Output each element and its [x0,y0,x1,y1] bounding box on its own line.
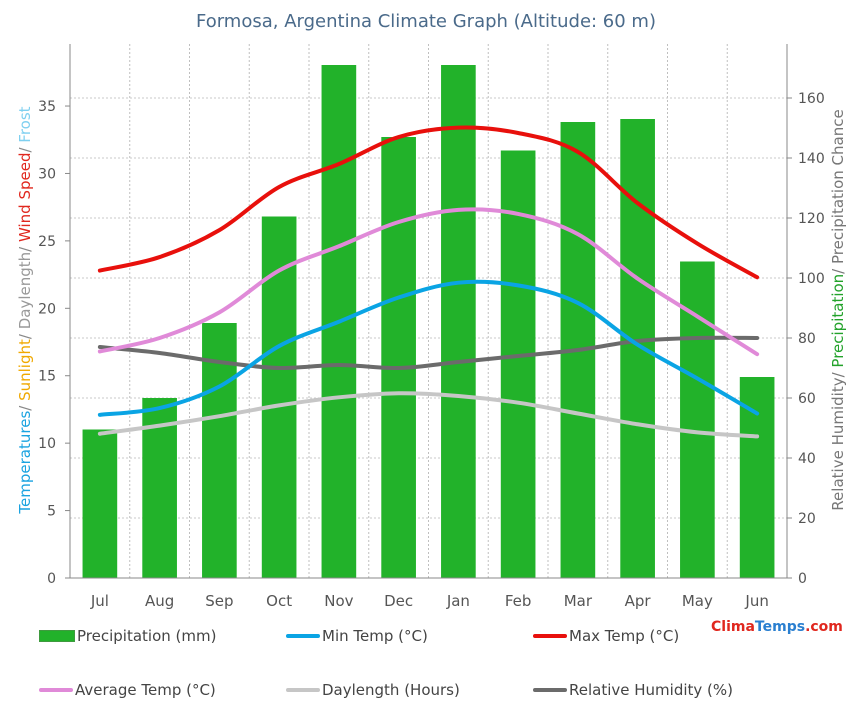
brand-part-3: .com [805,619,843,635]
precipitation-bar [620,119,655,578]
left-tick-label: 10 [38,436,56,452]
right-tick-label: 120 [798,211,825,227]
right-tick-label: 60 [798,391,816,407]
left-tick-label: 20 [38,301,56,317]
series-line-average-temp-c [97,207,760,357]
series-lines [97,125,760,439]
axis-label-part: / [829,368,847,378]
right-tick-label: 80 [798,331,816,347]
axis-label-part: Temperatures [16,411,34,515]
right-tick-label: 100 [798,271,825,287]
brand-part-1: Clima [711,619,755,635]
precipitation-bar [500,150,536,578]
series-line-relative-humidity [97,335,760,371]
left-tick-label: 30 [38,166,56,182]
right-tick-label: 160 [798,91,825,107]
axis-label-part: / [829,264,847,274]
axis-label-part: Sunlight [16,339,34,401]
axis-label-part: / [16,242,34,252]
brand-logo[interactable]: ClimaTemps.com [711,619,843,635]
left-tick-label: 0 [47,571,56,587]
right-tick-label: 0 [798,571,807,587]
left-tick-label: 35 [38,99,56,115]
axis-label-part: / [16,143,34,153]
left-tick-label: 25 [38,234,56,250]
right-tick-label: 40 [798,451,816,467]
chart-title: Formosa, Argentina Climate Graph (Altitu… [196,11,656,32]
precipitation-bar [441,65,476,578]
axes: 0 5 10 15 20 25 30 35 0 20 40 60 80 100 120 140 160 Jul Au… [38,44,825,610]
axis-label-part: Relative Humidity [829,377,847,510]
right-tick-label: 20 [798,511,816,527]
axis-label-part: Precipitation Chance [829,109,847,264]
x-tick-label: May [682,592,713,610]
right-axis-label: Relative Humidity/ Precipitation/ Precip… [829,109,847,510]
x-tick-label: Aug [145,592,174,610]
brand-part-2: Temps [754,619,806,635]
left-tick-label: 5 [47,504,56,520]
right-tick-label: 140 [798,151,825,167]
x-tick-label: Dec [384,592,413,610]
grid-lines [69,44,788,579]
axis-label-part: Wind Speed [16,153,34,243]
axis-label-part: Precipitation [829,274,847,368]
left-axis-label: Temperatures/ Sunlight/ Daylength/ Wind … [16,106,34,514]
precipitation-bar [82,429,118,578]
x-tick-label: Feb [505,592,532,610]
precipitation-bar [202,323,237,578]
series-line-min-temp-c [97,279,760,417]
precipitation-bar [381,137,416,578]
x-tick-label: Sep [205,592,233,610]
x-tick-label: Jun [744,592,768,610]
axis-label-part: / [16,401,34,411]
x-tick-label: Mar [564,592,593,610]
x-tick-label: Apr [625,592,652,610]
axis-label-part: Daylength [16,252,34,329]
precipitation-bar [739,377,775,578]
x-tick-label: Jul [90,592,109,610]
x-tick-label: Oct [266,592,292,610]
left-tick-label: 15 [38,369,56,385]
series-line-daylength-hours [97,391,760,439]
x-tick-label: Nov [324,592,353,610]
series-line-max-temp-c [97,125,760,280]
axis-label-part: Frost [16,106,34,142]
x-tick-label: Jan [446,592,470,610]
axis-label-part: / [16,329,34,339]
